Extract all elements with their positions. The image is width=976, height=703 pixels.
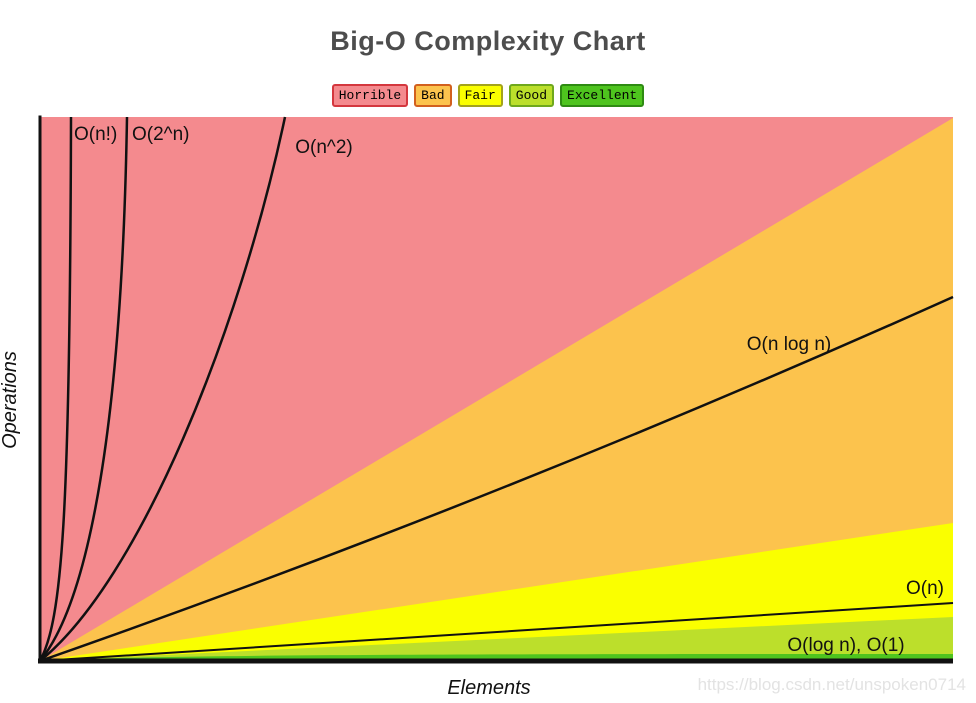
page-title: Big-O Complexity Chart (330, 26, 646, 56)
x-axis-title: Elements (447, 677, 530, 699)
curve-exponential (39, 116, 129, 662)
watermark: https://blog.csdn.net/unspoken0714 (697, 675, 966, 694)
legend: Horrible Bad Fair Good Excellent (0, 84, 976, 107)
label-log-const: O(log n), O(1) (787, 635, 904, 656)
legend-badge-excellent: Excellent (560, 84, 645, 107)
legend-badge-horrible: Horrible (331, 84, 409, 107)
zone-good (40, 617, 953, 661)
y-axis-title: Operations (0, 351, 21, 449)
legend-badge-fair: Fair (457, 84, 503, 107)
legend-badge-good: Good (508, 84, 555, 107)
curve-linearithmic (39, 295, 954, 663)
legend-badge-bad: Bad (414, 84, 452, 107)
label-factorial: O(n!) (74, 124, 117, 145)
curve-quadratic (39, 116, 287, 662)
curve-factorial (38, 116, 73, 662)
zone-bad (40, 118, 953, 661)
label-exponential: O(2^n) (132, 124, 189, 145)
label-linear: O(n) (906, 578, 944, 599)
zone-fair (40, 523, 953, 661)
label-quadratic: O(n^2) (295, 137, 352, 158)
curve-linear (39, 602, 954, 662)
label-linearithmic: O(n log n) (747, 334, 831, 355)
